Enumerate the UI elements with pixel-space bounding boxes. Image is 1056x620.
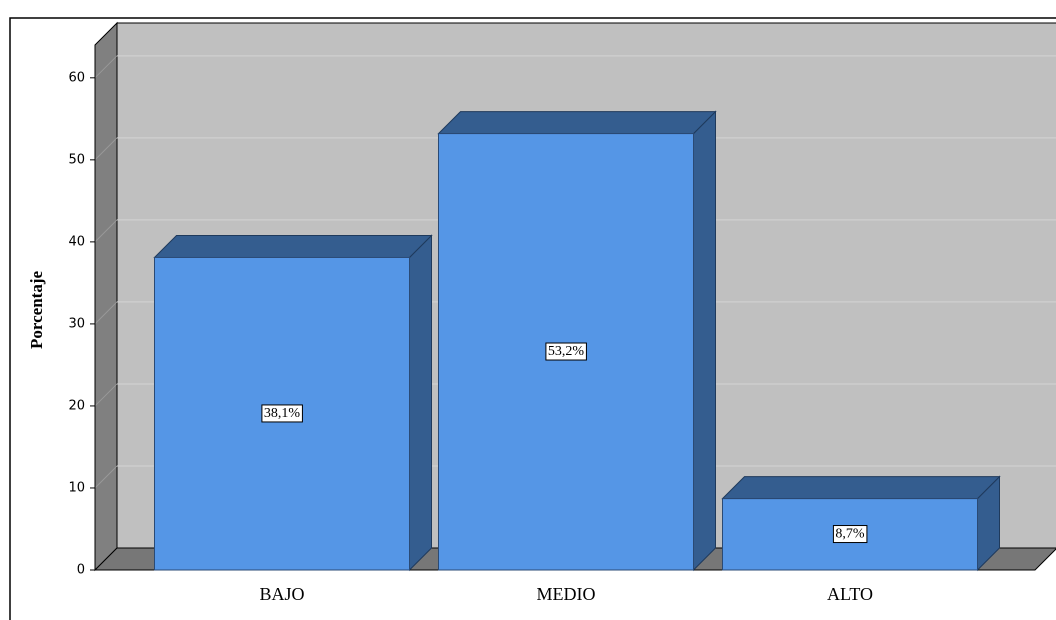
grid-line	[94, 219, 118, 243]
y-tick-label: 20	[68, 398, 85, 413]
data-label-box	[832, 525, 868, 544]
data-label-box	[545, 342, 587, 361]
grid-line	[94, 55, 118, 79]
x-tick-label: ALTO	[827, 584, 873, 604]
data-label: 8,7%	[835, 527, 865, 542]
side-wall	[94, 21, 118, 572]
grid-line	[94, 465, 118, 489]
bar-top	[153, 234, 433, 258]
y-axis-label: Porcentaje	[27, 271, 46, 349]
y-tick-label: 50	[68, 152, 85, 167]
grid-line	[94, 137, 118, 161]
y-tick-label: 0	[77, 563, 85, 578]
grid-line	[94, 301, 118, 325]
y-tick-label: 60	[68, 70, 85, 85]
bar-side	[409, 234, 432, 572]
x-tick-label: BAJO	[259, 584, 304, 604]
y-tick-label: 10	[68, 480, 85, 495]
x-tick-label: MEDIO	[537, 584, 596, 604]
bar-top	[437, 111, 717, 135]
y-tick-label: 40	[68, 234, 85, 249]
y-tick-label: 30	[68, 316, 85, 331]
bar-side	[693, 110, 716, 572]
data-label: 38,1%	[264, 406, 301, 421]
grid-line	[94, 383, 118, 407]
data-label-box	[261, 404, 303, 423]
bar-top	[721, 476, 1001, 500]
data-label: 53,2%	[548, 344, 585, 359]
